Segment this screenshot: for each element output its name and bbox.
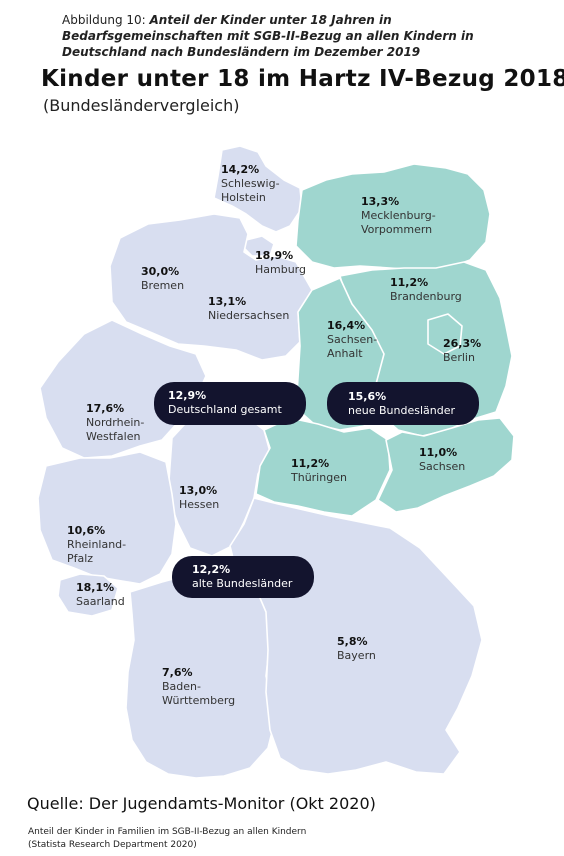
value-rheinland-pfalz: 10,6% xyxy=(67,524,106,537)
name-sachsen-anhalt-1: Sachsen- xyxy=(327,333,378,346)
summary-germany-value: 12,9% xyxy=(168,389,207,402)
summary-west-label: alte Bundesländer xyxy=(192,577,293,590)
label-rheinland-pfalz: 10,6% Rheinland- Pfalz xyxy=(67,524,126,566)
value-nordrhein-westfalen: 17,6% xyxy=(86,402,125,415)
footnote-line-2: (Statista Research Department 2020) xyxy=(28,840,197,850)
label-niedersachsen: 13,1% Niedersachsen xyxy=(208,295,289,323)
label-hessen: 13,0% Hessen xyxy=(179,484,219,512)
label-berlin: 26,3% Berlin xyxy=(443,337,481,365)
name-rheinland-pfalz-2: Pfalz xyxy=(67,552,94,565)
label-saarland: 18,1% Saarland xyxy=(76,581,125,609)
state-saarland xyxy=(57,573,119,617)
name-schleswig-holstein-2: Holstein xyxy=(221,191,266,204)
name-baden-wuerttemberg-1: Baden- xyxy=(162,680,201,693)
value-mecklenburg-vorpommern: 13,3% xyxy=(361,195,400,208)
map-subtitle: (Bundesländervergleich) xyxy=(43,96,240,115)
state-sachsen xyxy=(377,417,515,513)
name-mecklenburg-vorpommern-2: Vorpommern xyxy=(361,223,433,236)
label-nordrhein-westfalen: 17,6% Nordrhein- Westfalen xyxy=(86,402,144,444)
value-hessen: 13,0% xyxy=(179,484,218,497)
name-berlin: Berlin xyxy=(443,351,475,364)
summary-germany-label: Deutschland gesamt xyxy=(168,403,282,416)
value-sachsen: 11,0% xyxy=(419,446,458,459)
name-schleswig-holstein-1: Schleswig- xyxy=(221,177,280,190)
summary-east-pill: 15,6% neue Bundesländer xyxy=(327,382,479,425)
name-nordrhein-westfalen-2: Westfalen xyxy=(86,430,141,443)
value-bayern: 5,8% xyxy=(337,635,368,648)
name-hamburg: Hamburg xyxy=(255,263,306,276)
name-saarland: Saarland xyxy=(76,595,125,608)
value-bremen: 30,0% xyxy=(141,265,180,278)
summary-east-label: neue Bundesländer xyxy=(348,404,455,417)
label-sachsen: 11,0% Sachsen xyxy=(419,446,465,474)
name-thueringen: Thüringen xyxy=(291,471,347,484)
source-line: Quelle: Der Jugendamts-Monitor (Okt 2020… xyxy=(27,794,376,813)
name-bayern: Bayern xyxy=(337,649,376,662)
summary-germany-pill: 12,9% Deutschland gesamt xyxy=(154,382,306,425)
label-hamburg: 18,9% Hamburg xyxy=(255,249,306,277)
state-mecklenburg-vorpommern xyxy=(295,163,491,271)
name-sachsen-anhalt-2: Anhalt xyxy=(327,347,363,360)
caption-prefix: Abbildung 10: xyxy=(62,13,150,27)
state-schleswig-holstein xyxy=(213,145,303,233)
summary-east-value: 15,6% xyxy=(348,390,387,403)
label-mecklenburg-vorpommern: 13,3% Mecklenburg- Vorpommern xyxy=(361,195,436,237)
value-schleswig-holstein: 14,2% xyxy=(221,163,260,176)
value-niedersachsen: 13,1% xyxy=(208,295,247,308)
label-brandenburg: 11,2% Brandenburg xyxy=(390,276,462,304)
label-thueringen: 11,2% Thüringen xyxy=(291,457,347,485)
value-baden-wuerttemberg: 7,6% xyxy=(162,666,193,679)
figure-caption: Abbildung 10: Anteil der Kinder unter 18… xyxy=(62,12,542,60)
name-baden-wuerttemberg-2: Württemberg xyxy=(162,694,236,707)
label-bayern: 5,8% Bayern xyxy=(337,635,376,663)
footnote: Anteil der Kinder in Familien im SGB-II-… xyxy=(28,826,306,852)
name-rheinland-pfalz-1: Rheinland- xyxy=(67,538,127,551)
state-berlin xyxy=(427,313,463,355)
name-nordrhein-westfalen-1: Nordrhein- xyxy=(86,416,145,429)
value-brandenburg: 11,2% xyxy=(390,276,429,289)
value-sachsen-anhalt: 16,4% xyxy=(327,319,366,332)
state-rheinland-pfalz xyxy=(37,451,177,585)
value-thueringen: 11,2% xyxy=(291,457,330,470)
map-title: Kinder unter 18 im Hartz IV-Bezug 2018 xyxy=(41,66,564,92)
summary-west-value: 12,2% xyxy=(192,563,231,576)
label-schleswig-holstein: 14,2% Schleswig- Holstein xyxy=(221,163,280,205)
label-bremen: 30,0% Bremen xyxy=(141,265,184,293)
value-saarland: 18,1% xyxy=(76,581,115,594)
name-bremen: Bremen xyxy=(141,279,185,292)
value-berlin: 26,3% xyxy=(443,337,482,350)
name-brandenburg: Brandenburg xyxy=(390,290,462,303)
caption-text: Anteil der Kinder unter 18 Jahren in Bed… xyxy=(62,13,474,59)
name-mecklenburg-vorpommern-1: Mecklenburg- xyxy=(361,209,436,222)
value-hamburg: 18,9% xyxy=(255,249,294,262)
label-baden-wuerttemberg: 7,6% Baden- Württemberg xyxy=(162,666,235,708)
footnote-line-1: Anteil der Kinder in Familien im SGB-II-… xyxy=(28,827,307,837)
state-thueringen xyxy=(255,417,391,517)
name-hessen: Hessen xyxy=(179,498,220,511)
name-niedersachsen: Niedersachsen xyxy=(208,309,290,322)
name-sachsen: Sachsen xyxy=(419,460,466,473)
label-sachsen-anhalt: 16,4% Sachsen- Anhalt xyxy=(327,319,377,361)
summary-west-pill: 12,2% alte Bundesländer xyxy=(172,556,314,598)
